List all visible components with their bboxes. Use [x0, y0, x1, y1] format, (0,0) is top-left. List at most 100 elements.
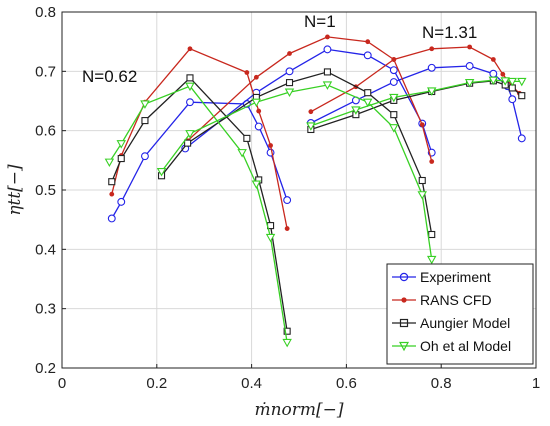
- data-point-aungier-model: [141, 117, 149, 125]
- data-point-rans-cfd: [253, 74, 259, 80]
- data-point-oh-et-al-model: [322, 81, 333, 90]
- data-point-oh-et-al-model: [362, 98, 373, 108]
- data-point-experiment: [465, 62, 474, 70]
- data-point-oh-et-al-model: [282, 338, 292, 348]
- data-point-oh-et-al-model: [251, 98, 262, 108]
- data-point-aungier-model: [285, 79, 294, 87]
- data-point-aungier-model: [243, 134, 251, 142]
- grid: [61, 11, 537, 369]
- legend-label-experiment: Experiment: [420, 269, 491, 285]
- legend-marker-experiment: [399, 272, 409, 282]
- data-point-aungier-model: [364, 89, 372, 97]
- data-point-oh-et-al-model: [185, 82, 195, 92]
- data-point-oh-et-al-model: [417, 191, 427, 200]
- data-point-rans-cfd: [429, 46, 435, 52]
- data-point-experiment: [323, 45, 332, 54]
- y-tick-label: 0.5: [35, 182, 56, 199]
- y-tick-label: 0.2: [35, 360, 56, 377]
- data-point-experiment: [141, 152, 149, 161]
- data-point-experiment: [254, 122, 263, 131]
- data-point-rans-cfd: [467, 44, 473, 50]
- data-point-rans-cfd: [268, 143, 273, 148]
- data-point-experiment: [508, 95, 517, 104]
- data-point-experiment: [363, 51, 372, 60]
- data-point-oh-et-al-model: [140, 100, 150, 109]
- data-point-oh-et-al-model: [507, 77, 518, 87]
- data-point-aungier-model: [323, 68, 331, 76]
- data-point-aungier-model: [518, 92, 526, 100]
- series-line-oh-et-al-model-0: [108, 85, 288, 343]
- legend-box: [386, 263, 534, 365]
- legend-marker-aungier-model: [399, 318, 409, 328]
- data-point-aungier-model: [108, 178, 116, 186]
- y-tick-label: 0.6: [35, 123, 56, 140]
- data-point-rans-cfd: [419, 122, 425, 128]
- data-point-experiment: [117, 197, 126, 206]
- x-tick-label: 0: [58, 375, 66, 392]
- y-tick-label: 0.7: [35, 63, 56, 80]
- data-point-rans-cfd: [325, 34, 330, 40]
- data-point-rans-cfd: [429, 159, 435, 164]
- data-point-oh-et-al-model: [156, 168, 167, 177]
- data-point-oh-et-al-model: [488, 76, 499, 86]
- data-point-oh-et-al-model: [284, 88, 295, 98]
- data-point-oh-et-al-model: [104, 158, 115, 168]
- ticks: 0 0.2 0.4 0.6 0.8 10.20.30.40.50.60.70.8: [35, 4, 540, 392]
- series-line-aungier-model-0: [111, 76, 288, 332]
- legend: Experiment RANS CFD Aungier Model Oh et …: [386, 263, 534, 365]
- data-point-oh-et-al-model: [464, 79, 475, 88]
- series-line-rans-cfd-1: [187, 36, 433, 162]
- y-tick-label: 0.3: [35, 301, 56, 318]
- y-tick-label: 0.4: [35, 241, 56, 258]
- legend-item-aungier-model: Aungier Model: [392, 315, 510, 331]
- data-point-rans-cfd: [365, 39, 371, 45]
- data-point-aungier-model: [390, 111, 398, 119]
- annotation-n062: N=0.62: [82, 67, 137, 86]
- annotation-n1: N=1: [304, 12, 336, 31]
- x-tick-label: 0.6: [336, 375, 357, 392]
- legend-item-rans-cfd: RANS CFD: [392, 292, 492, 308]
- legend-marker-oh-et-al-model: [399, 341, 409, 352]
- series-layer: [104, 34, 527, 348]
- data-point-oh-et-al-model: [351, 106, 361, 115]
- annotation-n131: N=1.31: [422, 23, 477, 42]
- data-point-oh-et-al-model: [389, 124, 399, 133]
- x-tick-label: 0.8: [431, 375, 452, 392]
- data-point-rans-cfd: [308, 109, 314, 115]
- series-oh-et-al-model: [104, 76, 527, 348]
- series-rans-cfd: [109, 34, 522, 231]
- legend-marker-rans-cfd: [401, 297, 407, 303]
- data-point-oh-et-al-model: [116, 140, 126, 149]
- legend-label-rans-cfd: RANS CFD: [420, 292, 492, 308]
- data-point-rans-cfd: [391, 57, 397, 62]
- data-point-oh-et-al-model: [185, 130, 195, 139]
- data-point-experiment: [186, 98, 194, 107]
- data-point-experiment: [427, 63, 436, 72]
- x-tick-label: 0.2: [146, 375, 167, 392]
- legend-item-experiment: Experiment: [392, 269, 491, 285]
- y-axis-label: ηtt[−]: [5, 164, 25, 216]
- data-point-oh-et-al-model: [500, 77, 510, 86]
- data-point-experiment: [285, 67, 294, 76]
- data-point-experiment: [389, 66, 398, 75]
- data-point-aungier-model: [184, 139, 192, 147]
- data-point-rans-cfd: [287, 51, 292, 56]
- data-point-oh-et-al-model: [251, 180, 262, 189]
- x-tick-label: 1: [532, 375, 540, 392]
- x-axis-label: ṁnorm[−]: [254, 400, 343, 420]
- data-point-rans-cfd: [109, 191, 115, 197]
- data-point-rans-cfd: [490, 57, 496, 62]
- data-point-experiment: [389, 78, 398, 86]
- legend-label-oh-et-al-model: Oh et al Model: [420, 338, 511, 354]
- data-point-oh-et-al-model: [306, 122, 316, 131]
- data-point-aungier-model: [428, 230, 436, 239]
- data-point-oh-et-al-model: [265, 233, 276, 243]
- legend-label-aungier-model: Aungier Model: [420, 315, 510, 331]
- data-point-rans-cfd: [256, 108, 262, 114]
- data-point-rans-cfd: [244, 70, 250, 75]
- data-point-oh-et-al-model: [426, 87, 437, 96]
- legend-item-oh-et-al-model: Oh et al Model: [392, 338, 511, 354]
- data-point-rans-cfd: [500, 71, 506, 77]
- data-point-experiment: [283, 196, 292, 205]
